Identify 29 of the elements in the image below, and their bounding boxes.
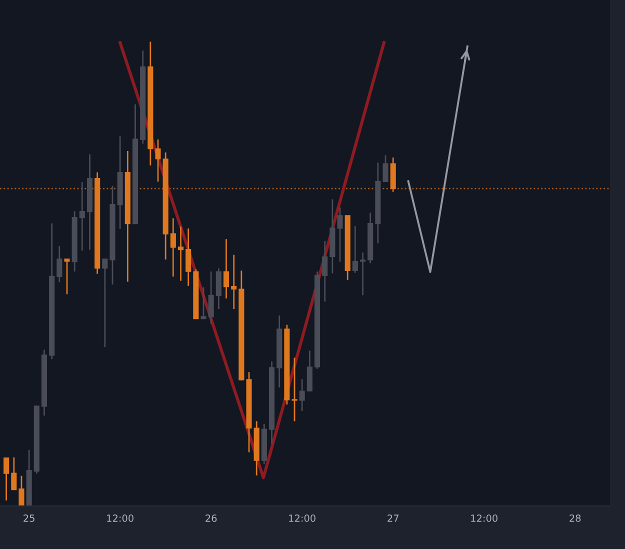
- candlestick: [11, 456, 17, 490]
- candlestick: [322, 240, 328, 302]
- candlestick: [299, 378, 305, 412]
- x-tick-label: 12:00: [471, 514, 498, 522]
- x-tick-label: 26: [206, 514, 217, 522]
- x-tick-label: 12:00: [289, 514, 316, 522]
- candlestick: [170, 218, 176, 278]
- candlestick: [79, 181, 85, 252]
- candlestick: [102, 258, 108, 348]
- candlestick: [382, 154, 388, 182]
- x-tick-label: 25: [24, 514, 34, 522]
- x-tick-label: 12:00: [107, 514, 134, 522]
- candlestick: [223, 238, 230, 300]
- candlestick: [4, 457, 10, 502]
- candlestick: [352, 225, 358, 274]
- candlestick: [155, 138, 161, 182]
- candlestick: [208, 270, 214, 325]
- candlestick: [292, 357, 298, 422]
- candlestick: [200, 286, 206, 320]
- candlestick: [178, 226, 184, 282]
- x-tick-label: 28: [570, 514, 581, 522]
- candlestick: [64, 258, 70, 295]
- candlestick: [360, 252, 366, 296]
- candlestick: [186, 228, 192, 287]
- candlestick: [231, 254, 237, 310]
- candlestick: [56, 245, 62, 283]
- x-tick-label: 27: [388, 514, 398, 522]
- candlestick: [18, 475, 24, 506]
- candlestick: [337, 206, 343, 262]
